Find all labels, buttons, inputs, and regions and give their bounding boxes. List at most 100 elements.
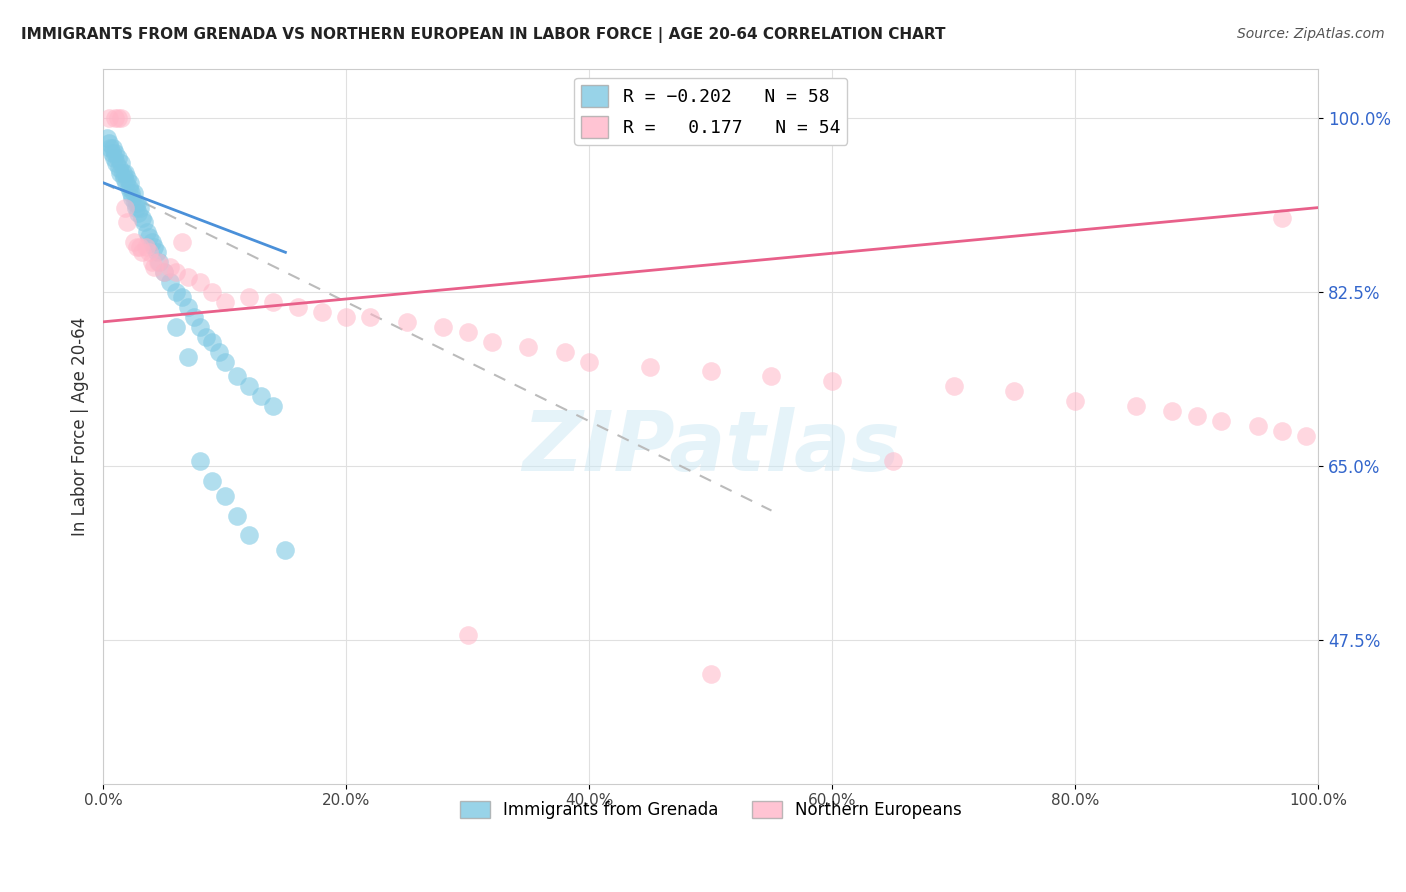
Point — [287, 300, 309, 314]
Point — [159, 275, 181, 289]
Point — [135, 226, 157, 240]
Point — [457, 628, 479, 642]
Point — [699, 667, 721, 681]
Point — [262, 295, 284, 310]
Point — [1271, 211, 1294, 225]
Point — [128, 240, 150, 254]
Point — [578, 354, 600, 368]
Point — [761, 369, 783, 384]
Point — [104, 111, 127, 125]
Point — [1185, 409, 1208, 424]
Point — [143, 260, 166, 275]
Point — [108, 166, 131, 180]
Point — [183, 310, 205, 324]
Point — [117, 215, 139, 229]
Point — [214, 489, 236, 503]
Point — [111, 166, 134, 180]
Point — [141, 235, 163, 250]
Text: ZIPatlas: ZIPatlas — [522, 407, 900, 488]
Point — [395, 315, 418, 329]
Point — [135, 240, 157, 254]
Point — [115, 176, 138, 190]
Point — [153, 265, 176, 279]
Point — [138, 230, 160, 244]
Point — [238, 290, 260, 304]
Point — [250, 389, 273, 403]
Point — [127, 195, 149, 210]
Point — [131, 211, 153, 225]
Point — [165, 285, 187, 299]
Point — [201, 285, 224, 299]
Text: IMMIGRANTS FROM GRENADA VS NORTHERN EUROPEAN IN LABOR FORCE | AGE 20-64 CORRELAT: IMMIGRANTS FROM GRENADA VS NORTHERN EURO… — [21, 27, 946, 43]
Point — [1064, 394, 1087, 409]
Point — [100, 141, 122, 155]
Point — [141, 255, 163, 269]
Point — [98, 136, 121, 150]
Point — [638, 359, 661, 374]
Point — [188, 275, 211, 289]
Legend: Immigrants from Grenada, Northern Europeans: Immigrants from Grenada, Northern Europe… — [453, 794, 969, 825]
Point — [96, 131, 118, 145]
Point — [138, 245, 160, 260]
Point — [274, 543, 297, 558]
Point — [153, 265, 176, 279]
Point — [112, 170, 135, 185]
Point — [359, 310, 381, 324]
Point — [98, 111, 121, 125]
Point — [114, 201, 136, 215]
Point — [105, 156, 128, 170]
Point — [1004, 384, 1026, 399]
Point — [127, 205, 149, 219]
Point — [143, 240, 166, 254]
Point — [101, 141, 124, 155]
Point — [188, 319, 211, 334]
Point — [128, 201, 150, 215]
Point — [481, 334, 503, 349]
Point — [225, 508, 247, 523]
Point — [146, 255, 169, 269]
Point — [311, 305, 333, 319]
Point — [177, 270, 200, 285]
Point — [699, 364, 721, 378]
Point — [122, 235, 145, 250]
Point — [145, 245, 167, 260]
Point — [238, 379, 260, 393]
Point — [432, 319, 454, 334]
Point — [821, 375, 844, 389]
Point — [118, 176, 141, 190]
Point — [188, 454, 211, 468]
Point — [1295, 429, 1317, 443]
Point — [214, 295, 236, 310]
Point — [214, 354, 236, 368]
Point — [1246, 419, 1268, 434]
Text: Source: ZipAtlas.com: Source: ZipAtlas.com — [1237, 27, 1385, 41]
Point — [195, 329, 218, 343]
Point — [172, 235, 194, 250]
Point — [207, 344, 229, 359]
Point — [148, 255, 170, 269]
Point — [165, 265, 187, 279]
Point — [262, 399, 284, 413]
Point — [554, 344, 576, 359]
Point — [159, 260, 181, 275]
Y-axis label: In Labor Force | Age 20-64: In Labor Force | Age 20-64 — [72, 317, 89, 536]
Point — [335, 310, 357, 324]
Point — [201, 334, 224, 349]
Point — [238, 528, 260, 542]
Point — [127, 240, 149, 254]
Point — [131, 245, 153, 260]
Point — [1161, 404, 1184, 418]
Point — [1209, 414, 1232, 428]
Point — [165, 319, 187, 334]
Point — [1125, 399, 1147, 413]
Point — [108, 161, 131, 175]
Point — [117, 180, 139, 194]
Point — [104, 145, 127, 160]
Point — [172, 290, 194, 304]
Point — [110, 156, 132, 170]
Point — [122, 186, 145, 200]
Point — [120, 186, 142, 200]
Point — [177, 300, 200, 314]
Point — [100, 145, 122, 160]
Point — [225, 369, 247, 384]
